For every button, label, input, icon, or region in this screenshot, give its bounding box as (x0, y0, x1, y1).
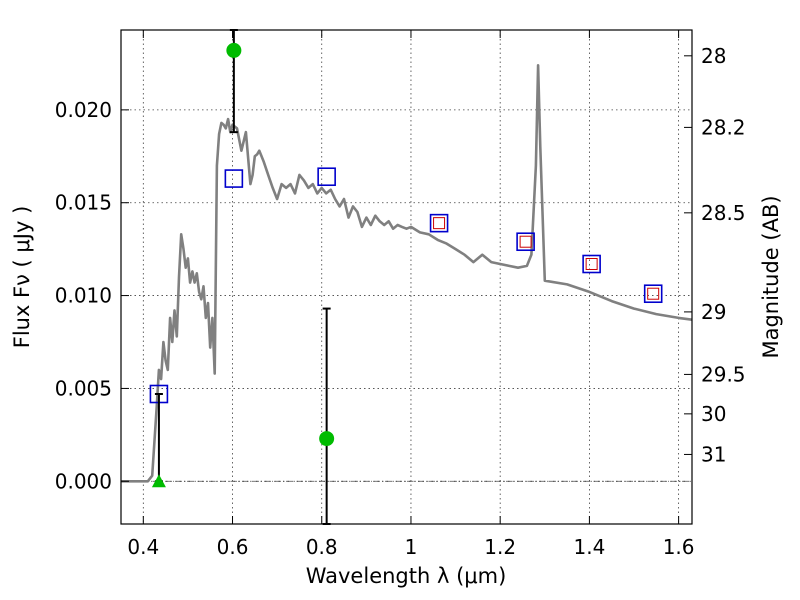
upper-limit-marker (151, 474, 166, 488)
observed-flux-marker (226, 42, 242, 58)
model-flux-marker (429, 213, 449, 233)
x-tick-label: 0.6 (217, 535, 249, 559)
y2-tick-label: 30 (701, 402, 726, 426)
y2-tick-label: 28.5 (701, 201, 746, 225)
axis-ticks: 0.4 0.6 0.8 1 1.2 1.4 1.6 0.000 0.005 0.010 0.015 0… (55, 30, 746, 559)
y2-tick-label: 28 (701, 44, 726, 68)
y2-tick-label: 28.2 (701, 115, 746, 139)
x-tick-label: 1.2 (484, 535, 516, 559)
y2-tick-label: 29 (701, 300, 726, 324)
y-tick-label: 0.020 (55, 98, 112, 122)
x-tick-label: 0.8 (306, 535, 338, 559)
y-axis-label: Flux Fν ( μJy ) (10, 206, 34, 349)
sed-model-line (121, 64, 693, 483)
x-axis-label: Wavelength λ (μm) (306, 564, 507, 588)
plot-frame (120, 29, 693, 525)
x-tick-label: 1 (405, 535, 418, 559)
series-lines (121, 64, 693, 483)
model-flux-marker (317, 167, 336, 187)
y-tick-label: 0.005 (55, 376, 112, 400)
model-flux-marker (582, 254, 601, 274)
plot-background (121, 30, 692, 524)
y-tick-label: 0.015 (55, 191, 112, 215)
y2-tick-label: 31 (701, 442, 726, 466)
x-tick-label: 1.4 (573, 535, 605, 559)
model-flux-marker (516, 232, 535, 252)
model-flux-marker (224, 169, 244, 188)
observed-flux-marker (319, 431, 335, 447)
observed-band-marker (585, 258, 598, 270)
x-tick-label: 1.6 (663, 535, 695, 559)
x-tick-label: 0.4 (127, 535, 159, 559)
observed-band-marker (647, 287, 660, 300)
model-flux-marker (643, 284, 663, 304)
y2-axis-label: Magnitude (AB) (759, 195, 783, 358)
y-tick-label: 0.000 (55, 469, 112, 493)
y-tick-label: 0.010 (55, 284, 112, 308)
observed-band-marker (519, 235, 532, 248)
observed-band-marker (433, 217, 446, 230)
y2-tick-label: 29.5 (701, 362, 746, 386)
